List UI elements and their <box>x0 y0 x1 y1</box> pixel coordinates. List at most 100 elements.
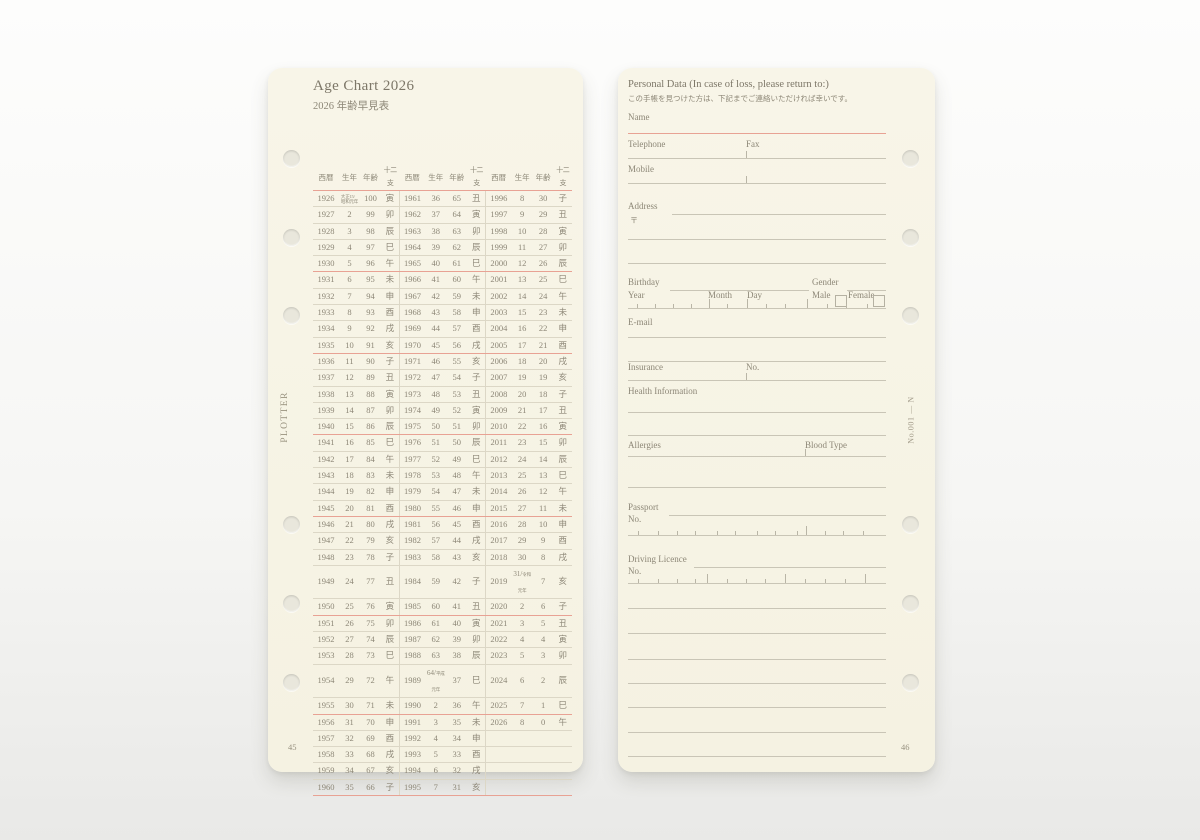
blood-type-label: Blood Type <box>805 440 847 450</box>
age-row: 1957 32 69 酉 1992 4 34 申 <box>313 730 572 748</box>
age-row: 1938 13 88 寅 1973 48 53 丑 2008 20 18 子 <box>313 386 572 403</box>
age-row: 1941 16 85 巳 1976 51 50 辰 2011 23 15 卯 <box>313 434 572 452</box>
mobile-line <box>628 176 886 184</box>
birthday-line <box>670 290 809 291</box>
binder-hole <box>283 516 300 533</box>
age-row: 1960 35 66 子 1995 7 31 亥 <box>313 779 572 796</box>
age-row: 1942 17 84 午 1977 52 49 巳 2012 24 14 辰 <box>313 451 572 469</box>
binder-hole <box>283 595 300 612</box>
age-row: 1929 4 97 巳 1964 39 62 辰 1999 11 27 卯 <box>313 239 572 257</box>
age-row: 1935 10 91 亥 1970 45 56 戌 2005 17 21 酉 <box>313 337 572 354</box>
age-row: 1945 20 81 酉 1980 55 46 申 2015 27 11 未 <box>313 500 572 517</box>
page-title: Age Chart 2026 <box>313 78 415 94</box>
female-checkbox <box>873 295 885 307</box>
health-line-2 <box>628 435 886 436</box>
driving-licence-line <box>694 567 886 568</box>
plotter-logo: PLOTTER <box>280 391 290 443</box>
email-line-2 <box>628 361 886 362</box>
ruled-line <box>628 756 886 757</box>
gender-label: Gender <box>812 277 839 287</box>
binder-hole <box>902 674 919 691</box>
address-line <box>672 214 886 215</box>
binder-hole <box>283 674 300 691</box>
telephone-label: Telephone <box>628 139 666 149</box>
age-row: 1959 34 67 亥 1994 6 32 戌 <box>313 762 572 780</box>
female-label: Female <box>848 290 875 300</box>
column-header: 西暦 <box>399 164 426 191</box>
age-row: 1955 30 71 未 1990 2 36 午 2025 7 1 巳 <box>313 697 572 715</box>
mobile-label: Mobile <box>628 164 654 174</box>
year-label: Year <box>628 290 645 300</box>
age-row: 1954 29 72 午 1989 64/平成元年 37 巳 2024 6 2 辰 <box>313 664 572 699</box>
insurance-no-label: No. <box>746 362 760 372</box>
age-table-header: 西暦 生年 年齢 十二支 西暦 生年 年齢 十二支 西暦 生年 年齢 十二支 <box>313 164 572 191</box>
binder-hole <box>902 595 919 612</box>
ruled-line <box>628 633 886 634</box>
binder-hole <box>283 307 300 324</box>
form-title: Personal Data (In case of loss, please r… <box>628 79 829 90</box>
age-row: 1931 6 95 未 1966 41 60 午 2001 13 25 巳 <box>313 271 572 289</box>
age-row: 1932 7 94 申 1967 42 59 未 2002 14 24 午 <box>313 288 572 306</box>
page-number: 46 <box>901 742 910 752</box>
insurance-line <box>628 373 886 381</box>
age-row: 1951 26 75 卯 1986 61 40 寅 2021 3 5 丑 <box>313 615 572 633</box>
age-row: 1943 18 83 未 1978 53 48 午 2013 25 13 巳 <box>313 467 572 485</box>
binder-hole <box>283 150 300 167</box>
name-line <box>628 133 886 134</box>
address-line-3 <box>628 263 886 264</box>
column-header: 年齢 <box>446 164 468 191</box>
male-label: Male <box>812 290 831 300</box>
age-row: 1933 8 93 酉 1968 43 58 申 2003 15 23 未 <box>313 304 572 322</box>
age-row: 1947 22 79 亥 1982 57 44 戌 2017 29 9 酉 <box>313 532 572 550</box>
form-note-jp: この手帳を見つけた方は、下記までご連絡いただければ幸いです。 <box>628 94 853 103</box>
age-row: 1936 11 90 子 1971 46 55 亥 2006 18 20 戌 <box>313 353 572 371</box>
age-row: 1927 2 99 卯 1962 37 64 寅 1997 9 29 丑 <box>313 206 572 224</box>
email-label: E-mail <box>628 317 653 327</box>
binder-hole <box>283 229 300 246</box>
driving-no-label: No. <box>628 566 642 576</box>
age-row: 1944 19 82 申 1979 54 47 未 2014 26 12 午 <box>313 483 572 501</box>
ruled-line <box>628 732 886 733</box>
column-header: 生年 <box>339 164 360 191</box>
column-header: 年齢 <box>360 164 381 191</box>
fax-label: Fax <box>746 139 760 149</box>
age-row: 1930 5 96 午 1965 40 61 巳 2000 12 26 辰 <box>313 255 572 273</box>
age-row: 1958 33 68 戌 1993 5 33 酉 <box>313 746 572 764</box>
age-row: 1949 24 77 丑 1984 59 42 子 2019 31/令和元年 7 亥 <box>313 565 572 600</box>
driving-licence-label: Driving Licence <box>628 554 687 564</box>
ruled-line <box>628 608 886 609</box>
age-row: 1956 31 70 申 1991 3 35 未 2026 8 0 午 <box>313 714 572 731</box>
age-chart-page: PLOTTER Age Chart 2026 2026 年齢早見表 西暦 生年 年齢… <box>268 68 583 796</box>
allergies-line-2 <box>628 487 886 488</box>
age-row: 1953 28 73 巳 1988 63 38 辰 2023 5 3 卯 <box>313 647 572 665</box>
gender-line <box>847 290 886 291</box>
column-header: 年齢 <box>532 164 554 191</box>
passport-line <box>669 515 886 516</box>
birthday-label: Birthday <box>628 277 660 287</box>
age-row: 1946 21 80 戌 1981 56 45 酉 2016 28 10 申 <box>313 516 572 534</box>
age-row: 1934 9 92 戌 1969 44 57 酉 2004 16 22 申 <box>313 320 572 338</box>
insurance-label: Insurance <box>628 362 663 372</box>
ruled-line <box>628 683 886 684</box>
page-subtitle-jp: 2026 年齢早見表 <box>313 101 390 112</box>
allergies-line <box>628 449 886 457</box>
binder-hole <box>902 229 919 246</box>
personal-data-form: Personal Data (In case of loss, please r… <box>628 68 886 772</box>
age-row: 1937 12 89 丑 1972 47 54 子 2007 19 19 亥 <box>313 369 572 387</box>
address-label: Address <box>628 201 658 211</box>
birthday-entry-line <box>628 299 886 309</box>
refill-code: No.001 — N <box>906 396 916 444</box>
age-row: 1939 14 87 卯 1974 49 52 寅 2009 21 17 丑 <box>313 402 572 420</box>
passport-entry-line <box>628 526 886 536</box>
ruled-line <box>628 659 886 660</box>
binder-hole <box>902 150 919 167</box>
page-number: 45 <box>288 742 297 752</box>
age-row: 1926 大正15/昭和元年 100 寅 1961 36 65 丑 1996 8 30 子 <box>313 190 572 208</box>
postal-mark: 〒 <box>630 216 638 225</box>
health-information-label: Health Information <box>628 386 698 396</box>
ruled-line <box>628 707 886 708</box>
age-row: 1952 27 74 辰 1987 62 39 卯 2022 4 4 寅 <box>313 631 572 649</box>
age-row: 1950 25 76 寅 1985 60 41 丑 2020 2 6 子 <box>313 598 572 616</box>
name-label: Name <box>628 112 650 122</box>
